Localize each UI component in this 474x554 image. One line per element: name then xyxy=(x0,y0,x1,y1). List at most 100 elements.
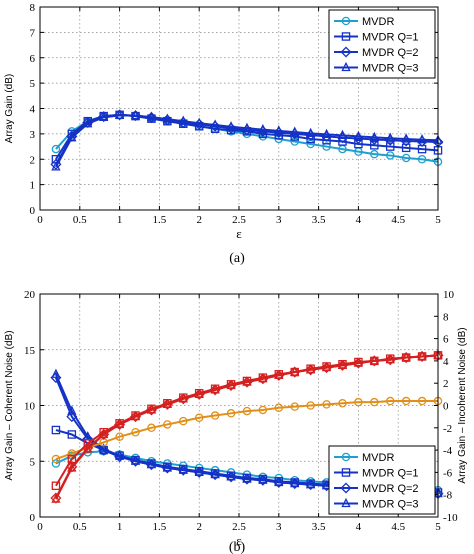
data-point xyxy=(354,397,363,407)
data-point xyxy=(130,110,142,122)
data-point xyxy=(274,476,284,487)
y-tick-label: 0 xyxy=(30,205,36,217)
y-tick-label: 5 xyxy=(30,456,36,468)
data-point xyxy=(99,443,109,453)
data-point xyxy=(67,462,77,472)
data-point xyxy=(369,131,379,142)
data-point xyxy=(369,355,379,365)
data-point xyxy=(321,361,332,372)
data-point xyxy=(322,142,331,151)
data-point xyxy=(321,362,333,374)
series-line xyxy=(55,400,438,460)
data-point xyxy=(163,420,172,429)
legend-label: MVDR Q=3 xyxy=(362,63,419,75)
data-point xyxy=(98,111,110,123)
data-point xyxy=(417,396,427,406)
data-point xyxy=(258,373,268,383)
data-point xyxy=(210,119,220,129)
data-point xyxy=(401,396,411,406)
data-point xyxy=(274,403,284,412)
y-tick-label: 10 xyxy=(24,401,36,413)
data-point xyxy=(321,128,332,139)
data-point xyxy=(194,466,204,477)
data-point xyxy=(114,109,125,120)
data-point xyxy=(401,153,411,163)
y-tick-label: 8 xyxy=(30,2,36,14)
data-point xyxy=(385,354,395,364)
data-point xyxy=(114,109,126,121)
data-point xyxy=(130,109,141,120)
chart-panel-b: 0 0.5 1 1.5 2 2.5 3 3.5 4 4.5 505101520-10-8-6-4-2… xyxy=(4,289,468,554)
x-tick-label: 3 xyxy=(276,521,282,533)
data-point xyxy=(257,474,269,486)
data-point xyxy=(147,423,156,433)
legend-label: MVDR Q=3 xyxy=(362,499,419,511)
x-tick-label: 4 xyxy=(356,521,362,533)
legend-label: MVDR xyxy=(362,452,394,464)
legend-entry: MVDR Q=3 xyxy=(334,61,419,75)
data-point xyxy=(226,409,236,418)
y-tick-label: 5 xyxy=(30,78,36,90)
series-line xyxy=(55,354,439,500)
data-point xyxy=(290,126,300,136)
data-point xyxy=(306,401,315,410)
data-point xyxy=(130,410,141,421)
data-point xyxy=(162,113,173,123)
y2-tick-label: -10 xyxy=(443,512,458,524)
x-axis-label: ε xyxy=(236,533,242,548)
x-tick-label: 4 xyxy=(356,214,362,226)
data-point xyxy=(51,493,61,503)
legend: MVDR MVDR Q=1 MVDR Q=2 MVDR Q=3 xyxy=(328,9,436,79)
y-tick-label: 7 xyxy=(30,27,36,39)
data-point xyxy=(210,468,220,479)
data-point xyxy=(385,132,395,142)
data-point xyxy=(51,459,61,468)
x-tick-label: 1.5 xyxy=(153,521,167,533)
legend: MVDR MVDR Q=1 MVDR Q=2 MVDR Q=3 xyxy=(328,445,436,515)
data-point xyxy=(51,425,61,435)
x-tick-label: 1.5 xyxy=(153,214,167,226)
data-point xyxy=(353,357,364,367)
x-tick-label: 2 xyxy=(196,521,202,533)
data-point xyxy=(51,368,61,378)
x-tick-label: 5 xyxy=(435,214,441,226)
data-point xyxy=(305,479,316,489)
data-point xyxy=(51,454,61,464)
x-tick-label: 2 xyxy=(196,214,202,226)
data-point xyxy=(274,125,284,135)
y2-tick-label: 4 xyxy=(443,356,449,368)
data-point xyxy=(225,471,237,483)
data-point xyxy=(384,354,396,366)
data-point xyxy=(385,151,395,160)
data-point xyxy=(337,129,348,140)
data-point xyxy=(370,141,379,150)
data-point xyxy=(67,449,77,458)
y2-tick-label: -8 xyxy=(443,490,453,502)
data-point xyxy=(401,351,411,362)
legend-marker xyxy=(341,468,351,477)
legend-label: MVDR Q=2 xyxy=(362,47,419,59)
y2-tick-label: -4 xyxy=(443,445,453,457)
data-point xyxy=(258,474,268,484)
series-4 xyxy=(51,396,443,464)
data-point xyxy=(400,352,412,364)
data-point xyxy=(416,350,428,362)
data-point xyxy=(162,462,173,472)
y-tick-label: 4 xyxy=(30,104,36,116)
data-point xyxy=(417,350,427,361)
legend-entry: MVDR xyxy=(334,452,394,464)
data-point xyxy=(417,134,427,144)
data-point xyxy=(305,364,316,374)
data-point xyxy=(114,418,125,429)
data-point xyxy=(178,115,188,125)
data-point xyxy=(226,121,236,131)
data-point xyxy=(99,111,109,122)
figure-caption: (b) xyxy=(229,540,246,554)
data-point xyxy=(98,444,110,456)
x-tick-label: 2.5 xyxy=(232,521,246,533)
legend-marker xyxy=(340,46,352,58)
legend-marker xyxy=(341,61,351,72)
data-point xyxy=(305,127,316,138)
data-point xyxy=(194,388,204,399)
data-point xyxy=(193,466,205,478)
